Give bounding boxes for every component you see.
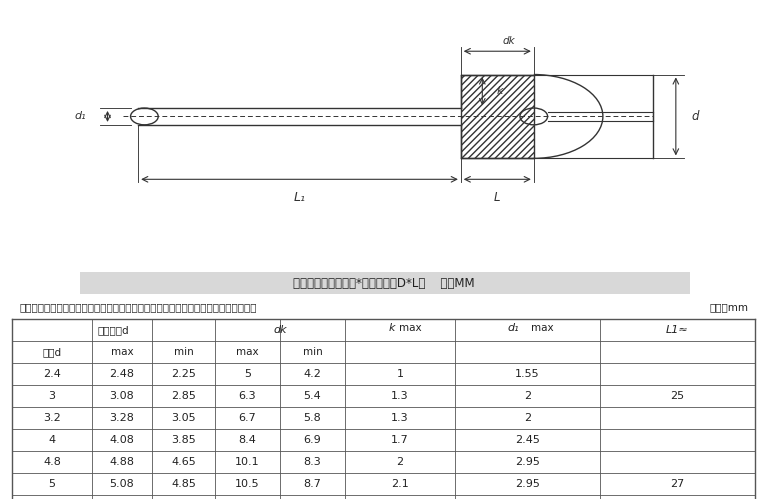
FancyBboxPatch shape — [80, 272, 690, 294]
Text: 8.4: 8.4 — [239, 435, 257, 445]
Text: max: max — [237, 347, 259, 357]
Text: 4.65: 4.65 — [171, 457, 196, 467]
Text: 5.08: 5.08 — [110, 479, 134, 489]
Text: 公称d: 公称d — [42, 347, 61, 357]
Text: 1.7: 1.7 — [391, 435, 409, 445]
Text: 6.9: 6.9 — [303, 435, 321, 445]
Text: 5: 5 — [244, 369, 251, 379]
Text: k: k — [389, 323, 395, 333]
Text: 5.4: 5.4 — [303, 391, 321, 401]
Text: 3: 3 — [48, 391, 55, 401]
Text: 2: 2 — [524, 391, 531, 401]
Text: 2.48: 2.48 — [110, 369, 134, 379]
Text: 2.45: 2.45 — [515, 435, 540, 445]
Text: 1.3: 1.3 — [391, 391, 409, 401]
Text: 注：数值为单批次人工测量，存在一定误差，请以实物为准，介意者慎拍或联系客服！: 注：数值为单批次人工测量，存在一定误差，请以实物为准，介意者慎拍或联系客服！ — [20, 302, 257, 312]
Text: 公称直径d: 公称直径d — [98, 325, 129, 335]
Text: 4: 4 — [48, 435, 55, 445]
Text: 单位：mm: 单位：mm — [709, 302, 748, 312]
Text: 27: 27 — [670, 479, 684, 489]
Text: 5.8: 5.8 — [303, 413, 321, 423]
Text: 3.2: 3.2 — [43, 413, 61, 423]
Text: L₁: L₁ — [293, 191, 306, 204]
Text: 1: 1 — [396, 369, 403, 379]
Text: 4.8: 4.8 — [43, 457, 61, 467]
Text: 1.3: 1.3 — [391, 413, 409, 423]
Text: 8.7: 8.7 — [303, 479, 322, 489]
Text: 4.88: 4.88 — [110, 457, 134, 467]
Text: 25: 25 — [670, 391, 684, 401]
Text: 10.5: 10.5 — [235, 479, 260, 489]
Text: 规格组成：头部直径*头部长度（D*L）    单位MM: 规格组成：头部直径*头部长度（D*L） 单位MM — [293, 277, 475, 290]
Text: 2.25: 2.25 — [171, 369, 196, 379]
Text: min: min — [303, 347, 323, 357]
Text: k: k — [496, 86, 502, 96]
Text: 3.05: 3.05 — [171, 413, 196, 423]
Text: 2: 2 — [524, 413, 531, 423]
Text: 4.08: 4.08 — [110, 435, 134, 445]
Text: 1.55: 1.55 — [515, 369, 540, 379]
Text: max: max — [531, 323, 554, 333]
Text: d₁: d₁ — [508, 323, 519, 333]
Text: 2.4: 2.4 — [43, 369, 61, 379]
Text: 5: 5 — [48, 479, 55, 489]
Text: 3.08: 3.08 — [110, 391, 134, 401]
Text: L: L — [494, 191, 501, 204]
Text: 2.95: 2.95 — [515, 479, 540, 489]
Text: 4.2: 4.2 — [303, 369, 322, 379]
Text: 2: 2 — [396, 457, 403, 467]
Text: max: max — [399, 323, 422, 333]
Text: 3.28: 3.28 — [110, 413, 134, 423]
Text: min: min — [174, 347, 194, 357]
Text: L1≈: L1≈ — [666, 325, 689, 335]
Text: 4.85: 4.85 — [171, 479, 196, 489]
Bar — [461, 74, 534, 158]
Text: 2.1: 2.1 — [391, 479, 409, 489]
Text: 2.85: 2.85 — [171, 391, 196, 401]
Text: dk: dk — [273, 325, 286, 335]
Text: 8.3: 8.3 — [303, 457, 321, 467]
Text: 2.95: 2.95 — [515, 457, 540, 467]
Text: d₁: d₁ — [74, 111, 87, 121]
Text: 6.7: 6.7 — [239, 413, 257, 423]
Text: 3.85: 3.85 — [171, 435, 196, 445]
Text: dk: dk — [502, 35, 515, 45]
Text: d: d — [691, 110, 699, 123]
Text: 6.3: 6.3 — [239, 391, 257, 401]
Text: max: max — [111, 347, 134, 357]
Text: 10.1: 10.1 — [235, 457, 260, 467]
